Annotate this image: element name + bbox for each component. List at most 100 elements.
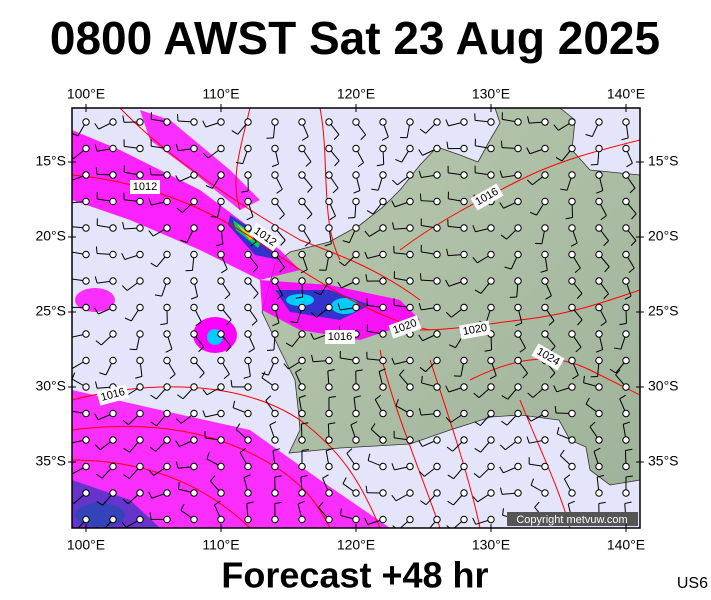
barb-station: [595, 197, 603, 206]
lon-label: 100°E: [67, 537, 105, 553]
barb-feather: [297, 500, 305, 505]
wind-barb: [399, 369, 414, 391]
barb-feather: [576, 293, 583, 299]
barb-feather: [619, 323, 627, 326]
barb-feather: [350, 421, 358, 426]
wind-barb: [563, 474, 576, 497]
barb-station: [595, 277, 603, 285]
barb-feather: [626, 162, 633, 168]
barb-station: [460, 144, 468, 153]
barb-feather: [353, 395, 361, 399]
wind-barb: [177, 482, 198, 497]
barb-station: [271, 197, 279, 206]
barb-station: [271, 250, 279, 259]
wind-barb: [271, 303, 280, 327]
barb-feather: [550, 345, 556, 352]
barb-station: [379, 224, 387, 232]
wind-barb: [590, 144, 603, 166]
copyright: Copyright metvuw.com: [516, 514, 627, 526]
barb-feather: [585, 397, 590, 405]
barb-feather: [326, 448, 333, 452]
barb-feather: [301, 136, 309, 141]
wind-barb: [271, 197, 285, 220]
wind-barb: [352, 144, 365, 168]
wind-barb: [364, 224, 387, 237]
wind-barb: [568, 277, 583, 299]
barb-feather: [150, 394, 157, 400]
barb-station: [568, 197, 576, 206]
wind-barb: [190, 303, 202, 327]
barb-feather: [338, 261, 345, 267]
barb-station: [190, 330, 198, 338]
barb-station: [487, 118, 495, 126]
barb-station: [514, 118, 522, 126]
wind-barb: [123, 139, 144, 153]
wind-barb: [319, 250, 333, 271]
wind-barb: [94, 144, 117, 153]
barb-station: [325, 171, 333, 179]
barb-feather: [225, 346, 232, 352]
barb-station: [82, 171, 90, 179]
barb-feather: [199, 372, 205, 379]
barb-feather: [598, 501, 606, 504]
barb-feather: [530, 478, 535, 486]
barb-feather: [472, 517, 477, 525]
barb-station: [514, 197, 522, 206]
barb-feather: [360, 134, 367, 141]
barb-feather: [206, 452, 210, 460]
wind-barb: [123, 436, 144, 453]
barb-station: [136, 144, 144, 153]
barb-station: [136, 383, 144, 391]
barb-feather: [527, 392, 534, 398]
barb-feather: [235, 423, 241, 430]
barb-feather: [419, 367, 426, 373]
barb-station: [460, 356, 468, 365]
barb-feather: [175, 461, 179, 469]
wind-barb: [393, 430, 414, 444]
barb-station: [595, 462, 603, 471]
barb-feather: [148, 198, 152, 206]
wind-barb: [593, 447, 603, 471]
barb-station: [244, 303, 252, 312]
barb-feather: [342, 240, 350, 244]
wind-barb: [241, 171, 252, 193]
wind-barb: [487, 356, 497, 380]
barb-feather: [149, 446, 156, 452]
wind-barb: [514, 330, 526, 353]
wind-barb: [149, 167, 171, 179]
wind-barb: [180, 224, 198, 243]
barb-station: [487, 436, 495, 444]
barb-station: [352, 303, 360, 312]
barb-station: [433, 144, 441, 153]
barb-station: [460, 171, 468, 179]
wind-barb: [622, 421, 631, 444]
wind-barb: [367, 453, 387, 471]
barb-station: [298, 383, 306, 391]
barb-station: [163, 250, 171, 259]
barb-feather: [603, 240, 609, 247]
wind-barb: [473, 383, 495, 399]
wind-barb: [150, 383, 171, 400]
wind-barb: [418, 408, 441, 418]
barb-feather: [314, 291, 321, 296]
wind-barb: [337, 303, 360, 312]
barb-station: [217, 224, 225, 232]
barb-feather: [198, 346, 204, 353]
barb-station: [163, 118, 171, 126]
barb-feather: [148, 469, 155, 476]
lon-label: 130°E: [472, 86, 510, 102]
graticule-labels: 100°E 100°E 110°E 110°E 120°E 120°E 130°E 130°E…: [35, 86, 678, 553]
barb-feather: [261, 372, 269, 376]
wind-barb: [555, 144, 576, 162]
barb-station: [136, 409, 144, 418]
barb-station: [487, 250, 495, 259]
lon-label: 140°E: [607, 86, 645, 102]
barb-feather: [484, 349, 492, 352]
barb-station: [325, 250, 333, 259]
barb-feather: [149, 512, 152, 520]
barb-station: [433, 197, 441, 206]
wind-barb: [298, 449, 309, 471]
barb-feather: [272, 322, 280, 327]
barb-station: [622, 144, 630, 153]
wind-barb: [540, 250, 549, 273]
